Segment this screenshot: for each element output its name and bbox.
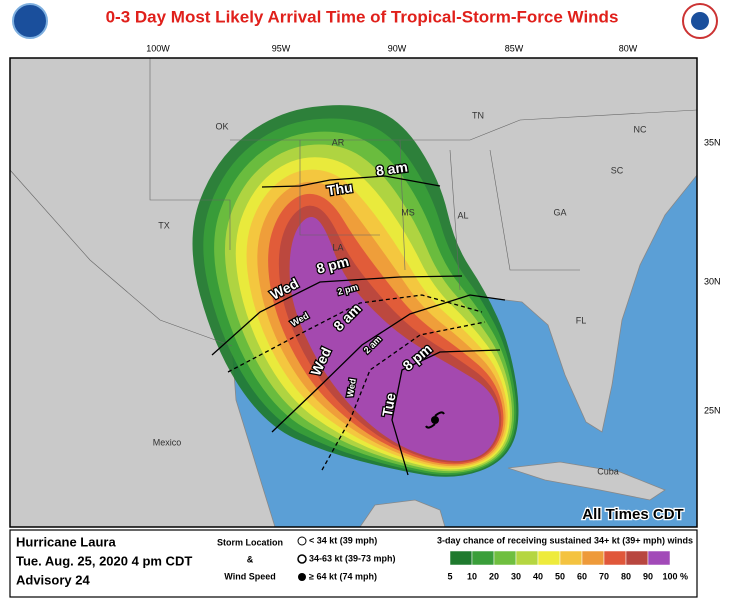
- isochrone: [261, 175, 441, 188]
- state-border: [299, 140, 380, 236]
- storm-symbol: [425, 411, 445, 429]
- isochrone: [227, 294, 483, 373]
- legend-symbol: [297, 536, 307, 546]
- region-label: TX: [158, 220, 170, 230]
- latitude-labels: 35N 30N 25N: [704, 137, 721, 415]
- scale-label: 10: [467, 571, 477, 581]
- color-scale: 5 10 20 30 40 50 60 70 80 90 100%: [447, 550, 688, 581]
- legend-title: Storm Location: [217, 537, 283, 547]
- issued: Tue. Aug. 25, 2020 4 pm CDT: [16, 553, 192, 568]
- longitude-label: 85W: [505, 43, 524, 53]
- title: 0-3 Day Most Likely Arrival Time of Trop…: [106, 7, 619, 26]
- scale-swatch: [559, 550, 583, 566]
- legend-item: ≥ 64 kt (74 mph): [309, 571, 377, 581]
- map-frame: [9, 57, 698, 528]
- state-border: [230, 109, 697, 141]
- region-label: SC: [611, 165, 624, 175]
- scale-unit: %: [680, 571, 688, 581]
- latitude-label: 30N: [704, 276, 721, 286]
- latitude-label: 25N: [704, 405, 721, 415]
- scale-swatch: [647, 550, 671, 566]
- isochrones: [211, 175, 506, 476]
- state-border: [149, 58, 231, 250]
- longitude-label: 90W: [388, 43, 407, 53]
- longitude-label: 100W: [146, 43, 170, 53]
- scale-label: 20: [489, 571, 499, 581]
- scale-swatch: [449, 550, 473, 566]
- legend-symbol: [297, 554, 307, 564]
- isochrone: [391, 349, 501, 476]
- scale-label: 80: [621, 571, 631, 581]
- yucatan-land: [359, 499, 446, 527]
- region-label: NC: [634, 124, 647, 134]
- isochrone: [271, 294, 506, 433]
- region-label: FL: [576, 315, 587, 325]
- longitude-label: 80W: [619, 43, 638, 53]
- legend-title: Wind Speed: [224, 571, 275, 581]
- cuba-land: [507, 461, 666, 501]
- region-label: LA: [332, 242, 343, 252]
- scale-swatch: [515, 550, 539, 566]
- region-label: Mexico: [153, 437, 182, 447]
- legend-item: 34-63 kt (39-73 mph): [309, 553, 396, 563]
- scale-swatch: [625, 550, 649, 566]
- scale-swatch: [603, 550, 627, 566]
- time-note: All Times CDT: [582, 506, 683, 523]
- scale-label: 70: [599, 571, 609, 581]
- arrival-day: Wed: [345, 378, 358, 398]
- region-label: Cuba: [597, 466, 619, 476]
- noaa-logo: [12, 3, 48, 39]
- region-label: GA: [553, 207, 566, 217]
- state-border: [399, 139, 580, 291]
- arrival-day: Thu: [326, 179, 354, 198]
- legend-item: < 34 kt (39 mph): [309, 535, 377, 545]
- advisory: Advisory 24: [16, 572, 90, 587]
- storm-center: [431, 416, 439, 424]
- legend-symbol: [298, 573, 306, 581]
- scale-label: 90: [643, 571, 653, 581]
- scale-swatch: [493, 550, 517, 566]
- arrival-time: 8 am: [375, 159, 409, 179]
- scale-label: 50: [555, 571, 565, 581]
- nws-logo-center: [691, 12, 709, 30]
- region-label: AR: [332, 137, 345, 147]
- country-border: [10, 169, 233, 347]
- scale-swatch: [471, 550, 495, 566]
- legend-title: &: [247, 554, 254, 564]
- scale-label: 5: [447, 571, 452, 581]
- isochrone: [321, 321, 486, 471]
- storm-name: Hurricane Laura: [16, 534, 116, 549]
- scale-swatch: [581, 550, 605, 566]
- isochrone: [211, 275, 463, 356]
- region-label: OK: [215, 121, 228, 131]
- scale-label: 30: [511, 571, 521, 581]
- longitude-label: 95W: [272, 43, 291, 53]
- borders: [10, 58, 697, 347]
- scale-label: 100: [662, 571, 677, 581]
- longitude-labels: 100W 95W 90W 85W 80W: [146, 43, 638, 53]
- map: OK AR TN NC SC GA AL MS LA TX FL Mexico Cuba Thu 8 am W…: [10, 58, 697, 527]
- region-label: TN: [472, 110, 484, 120]
- arrival-day: Tue: [379, 391, 399, 417]
- region-label: MS: [401, 207, 415, 217]
- latitude-label: 35N: [704, 137, 721, 147]
- scale-swatch: [537, 550, 561, 566]
- region-label: AL: [457, 210, 468, 220]
- scale-label: 60: [577, 571, 587, 581]
- scale-title: 3-day chance of receiving sustained 34+ …: [437, 535, 693, 545]
- storm-arms: [425, 411, 445, 429]
- swath-ring: [289, 216, 500, 462]
- scale-label: 40: [533, 571, 543, 581]
